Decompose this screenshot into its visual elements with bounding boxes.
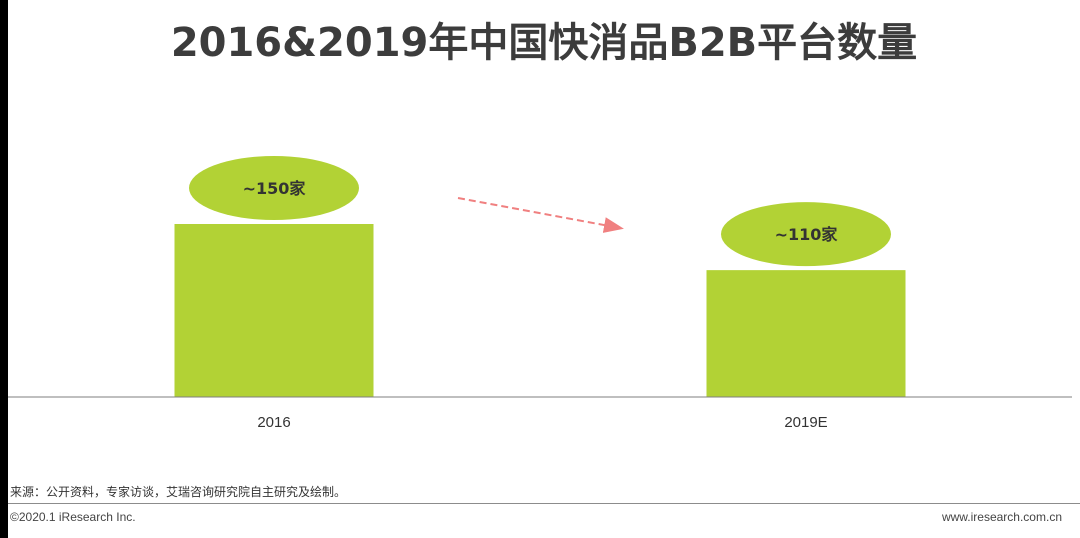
trend-arrow	[457, 197, 624, 233]
x-tick-label: 2016	[257, 414, 290, 431]
bar-2016	[174, 224, 374, 397]
website: www.iresearch.com.cn	[941, 510, 1062, 524]
data-label: ~110家	[775, 225, 839, 244]
source-note: 来源：公开资料，专家访谈，艾瑞咨询研究院自主研究及绘制。	[10, 485, 347, 499]
footer-divider	[8, 503, 1080, 504]
data-label-bubble	[189, 156, 359, 220]
bar-chart: ~150家 2016 ~110家 2019E	[8, 156, 1072, 431]
slide: 2016&2019年中国快消品B2B平台数量 ~150家 2016 ~110家 201…	[8, 0, 1080, 538]
copyright: ©2020.1 iResearch Inc.	[10, 510, 136, 524]
data-label-bubble	[721, 202, 891, 267]
chart-title: 2016&2019年中国快消品B2B平台数量	[170, 20, 918, 66]
bar-2019E	[706, 270, 906, 397]
data-label: ~150家	[243, 179, 307, 198]
x-tick-label: 2019E	[784, 414, 827, 431]
